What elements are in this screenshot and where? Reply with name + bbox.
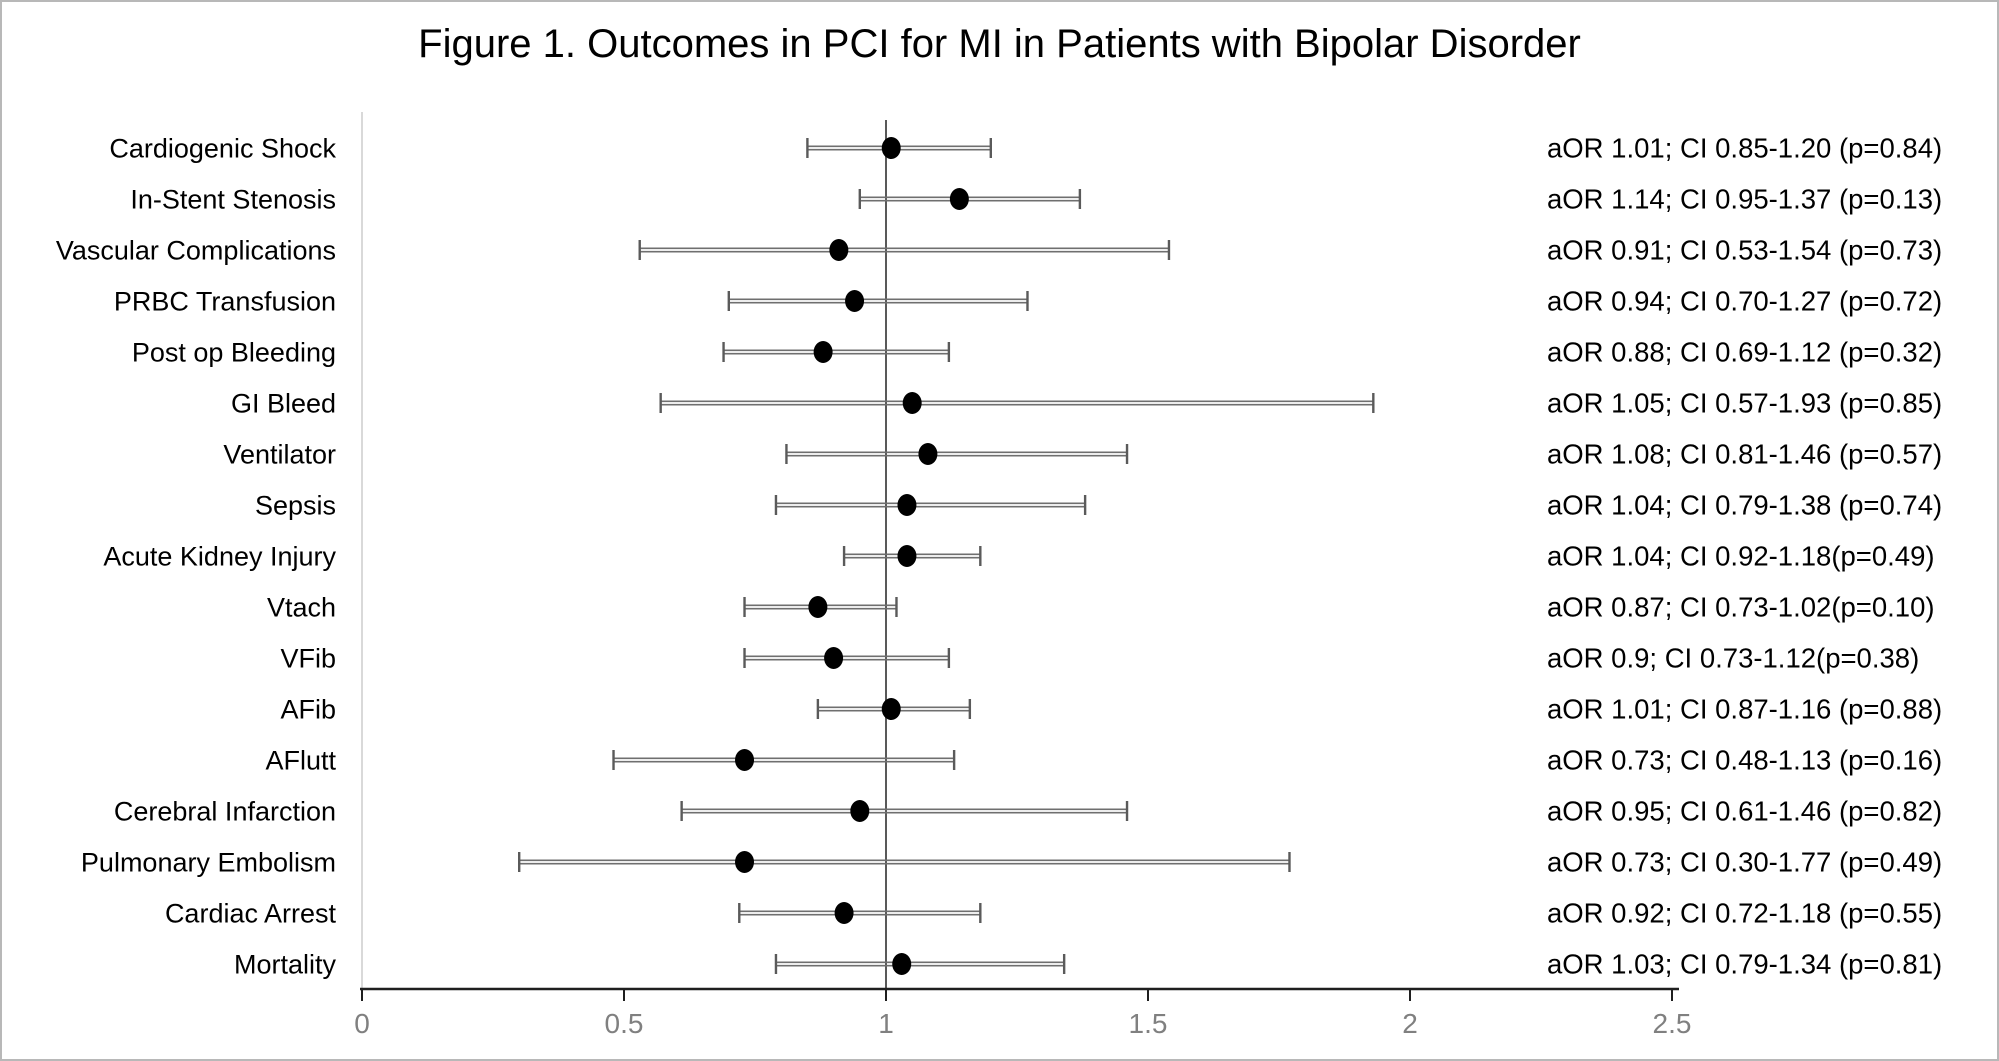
aor-marker-dot xyxy=(829,239,849,261)
row-label: Sepsis xyxy=(255,490,336,520)
x-tick-label: 2.5 xyxy=(1653,1008,1692,1039)
row-annotation: aOR 1.03; CI 0.79-1.34 (p=0.81) xyxy=(1547,949,1942,980)
row-annotation: aOR 1.04; CI 0.79-1.38 (p=0.74) xyxy=(1547,490,1942,521)
x-tick-label: 0.5 xyxy=(605,1008,644,1039)
row-label: Ventilator xyxy=(223,439,336,469)
aor-marker-dot xyxy=(813,341,833,363)
row-label: AFib xyxy=(280,694,336,724)
aor-marker-dot xyxy=(824,647,844,669)
row-label: VFib xyxy=(280,643,336,673)
x-tick-label: 1 xyxy=(878,1008,894,1039)
x-tick-label: 0 xyxy=(354,1008,370,1039)
row-label: Mortality xyxy=(234,949,337,979)
row-label: Vascular Complications xyxy=(56,235,336,265)
row-label: Cardiac Arrest xyxy=(165,898,337,928)
aor-marker-dot xyxy=(834,902,854,924)
row-annotation: aOR 1.04; CI 0.92-1.18(p=0.49) xyxy=(1547,541,1935,572)
x-tick-label: 1.5 xyxy=(1129,1008,1168,1039)
row-label: GI Bleed xyxy=(231,388,336,418)
row-label: Cerebral Infarction xyxy=(114,796,336,826)
figure-title: Figure 1. Outcomes in PCI for MI in Pati… xyxy=(418,22,1581,66)
row-annotation: aOR 0.95; CI 0.61-1.46 (p=0.82) xyxy=(1547,796,1942,827)
row-annotation: aOR 1.05; CI 0.57-1.93 (p=0.85) xyxy=(1547,388,1942,419)
row-label: Post op Bleeding xyxy=(132,337,336,367)
aor-marker-dot xyxy=(850,800,870,822)
aor-marker-dot xyxy=(918,443,938,465)
row-annotation: aOR 0.87; CI 0.73-1.02(p=0.10) xyxy=(1547,592,1935,623)
row-annotation: aOR 0.94; CI 0.70-1.27 (p=0.72) xyxy=(1547,286,1942,317)
x-tick-label: 2 xyxy=(1402,1008,1418,1039)
row-annotation: aOR 0.91; CI 0.53-1.54 (p=0.73) xyxy=(1547,235,1942,266)
aor-marker-dot xyxy=(892,953,912,975)
aor-marker-dot xyxy=(881,698,901,720)
aor-marker-dot xyxy=(881,137,901,159)
row-annotation: aOR 1.08; CI 0.81-1.46 (p=0.57) xyxy=(1547,439,1942,470)
row-annotation: aOR 0.73; CI 0.48-1.13 (p=0.16) xyxy=(1547,745,1942,776)
aor-marker-dot xyxy=(897,545,917,567)
row-label: In-Stent Stenosis xyxy=(130,184,336,214)
aor-marker-dot xyxy=(897,494,917,516)
row-annotation: aOR 0.92; CI 0.72-1.18 (p=0.55) xyxy=(1547,898,1942,929)
aor-marker-dot xyxy=(808,596,828,618)
row-annotation: aOR 0.88; CI 0.69-1.12 (p=0.32) xyxy=(1547,337,1942,368)
row-label: Vtach xyxy=(267,592,336,622)
aor-marker-dot xyxy=(735,851,755,873)
aor-marker-dot xyxy=(902,392,922,414)
row-label: Pulmonary Embolism xyxy=(81,847,336,877)
row-annotation: aOR 0.9; CI 0.73-1.12(p=0.38) xyxy=(1547,643,1919,674)
row-annotation: aOR 1.01; CI 0.87-1.16 (p=0.88) xyxy=(1547,694,1942,725)
row-annotation: aOR 1.01; CI 0.85-1.20 (p=0.84) xyxy=(1547,133,1942,164)
row-label: PRBC Transfusion xyxy=(114,286,336,316)
row-label: Cardiogenic Shock xyxy=(109,133,336,163)
row-label: AFlutt xyxy=(265,745,336,775)
row-annotation: aOR 0.73; CI 0.30-1.77 (p=0.49) xyxy=(1547,847,1942,878)
row-label: Acute Kidney Injury xyxy=(103,541,336,571)
aor-marker-dot xyxy=(949,188,969,210)
aor-marker-dot xyxy=(735,749,755,771)
aor-marker-dot xyxy=(845,290,865,312)
row-annotation: aOR 1.14; CI 0.95-1.37 (p=0.13) xyxy=(1547,184,1942,215)
